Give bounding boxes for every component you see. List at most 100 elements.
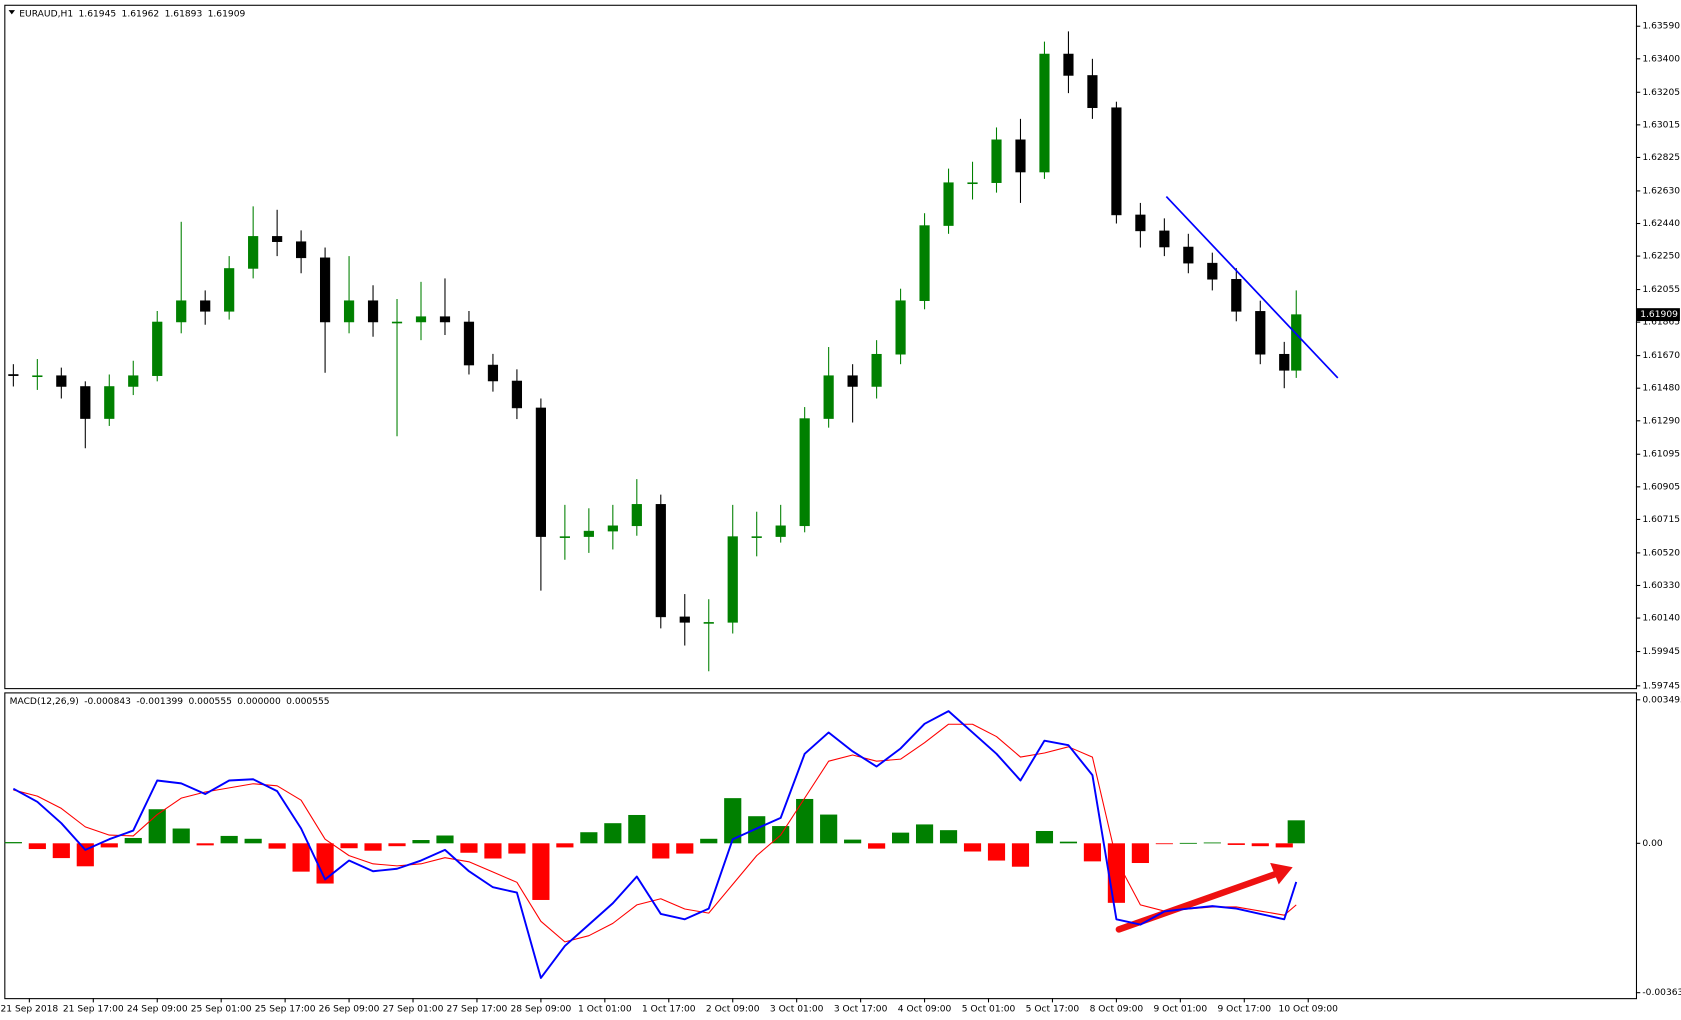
- histogram-bar: [4, 842, 22, 844]
- candle-body: [1207, 262, 1218, 280]
- histogram-bar: [1275, 843, 1293, 848]
- x-tick-label: 2 Oct 09:00: [706, 1004, 760, 1014]
- macd-header: MACD(12,26,9) -0.000843 -0.001399 0.000555 0…: [10, 696, 330, 706]
- header-value: 1.61909: [208, 9, 246, 19]
- histogram-bar: [436, 835, 454, 844]
- histogram-bar: [1251, 843, 1269, 847]
- candle-body: [799, 418, 810, 527]
- candle-body: [1279, 353, 1290, 371]
- x-tick-label: 3 Oct 01:00: [770, 1004, 824, 1014]
- histogram-bar: [580, 832, 598, 844]
- candle-body: [511, 380, 523, 409]
- x-tick-label: 27 Sep 17:00: [447, 1004, 508, 1014]
- histogram-bar: [100, 843, 118, 848]
- histogram-bar: [76, 843, 94, 867]
- x-tick-label: 9 Oct 17:00: [1217, 1004, 1271, 1014]
- header-value: 0.000555: [188, 696, 231, 706]
- histogram-bar: [460, 843, 478, 853]
- histogram-bar: [1131, 843, 1149, 864]
- header-value: 1.61962: [122, 9, 160, 19]
- x-tick-label: 3 Oct 17:00: [834, 1004, 888, 1014]
- y-tick-label: 1.62630: [1642, 186, 1680, 196]
- candle-body: [56, 375, 67, 387]
- candle-body: [607, 525, 618, 532]
- histogram-bar: [844, 839, 862, 844]
- y-tick-label: 1.59745: [1642, 681, 1680, 691]
- header-value: 0.000000: [237, 696, 281, 706]
- candle-body: [679, 616, 690, 623]
- candle-body: [296, 241, 307, 259]
- histogram-bar: [676, 843, 694, 854]
- histogram-bar: [963, 843, 982, 852]
- candle-body: [535, 407, 546, 537]
- candle-body: [1063, 53, 1074, 76]
- candle-body: [1039, 53, 1050, 173]
- x-tick-label: 8 Oct 09:00: [1090, 1004, 1144, 1014]
- y-tick-label: 1.63205: [1642, 88, 1680, 98]
- x-tick-label: 5 Oct 01:00: [962, 1004, 1016, 1014]
- candle-body: [200, 300, 211, 312]
- candle-body: [367, 300, 379, 323]
- candle-body: [823, 375, 834, 419]
- x-tick-label: 26 Sep 09:00: [319, 1004, 380, 1014]
- y-tick-label: 1.60330: [1642, 581, 1680, 591]
- x-tick-label: 25 Sep 01:00: [191, 1004, 252, 1014]
- y-tick-label: 1.62440: [1642, 219, 1680, 229]
- candle-body: [751, 536, 762, 538]
- histogram-bar: [292, 843, 310, 872]
- candle-body: [1135, 214, 1146, 232]
- indicator-name: MACD(12,26,9): [10, 696, 79, 706]
- histogram-bar: [172, 828, 190, 844]
- candle-body: [1087, 75, 1098, 108]
- candle-body: [128, 375, 139, 387]
- candle-body: [703, 622, 714, 624]
- x-tick-label: 21 Sep 17:00: [63, 1004, 124, 1014]
- histogram-bar: [652, 843, 670, 859]
- arrow-head: [1270, 862, 1293, 885]
- macd-panel: [4, 692, 1638, 1000]
- price-panel: [4, 4, 1638, 690]
- header-value: 0.000555: [286, 696, 329, 706]
- histogram-bar: [244, 838, 262, 844]
- candle-body: [1015, 139, 1026, 173]
- histogram-bar: [1059, 841, 1078, 844]
- candle-body: [439, 316, 451, 323]
- histogram-bar: [915, 824, 934, 844]
- histogram-bar: [508, 843, 526, 854]
- candle-body: [80, 386, 91, 419]
- candle-body: [631, 504, 642, 527]
- histogram-bar: [316, 843, 334, 884]
- y-tick-label: 1.59945: [1642, 647, 1680, 657]
- candle-body: [176, 300, 187, 323]
- histogram-bar: [939, 830, 958, 844]
- y-tick-label: 0.003495: [1642, 695, 1681, 705]
- y-tick-label: 1.61670: [1642, 351, 1680, 361]
- y-tick-label: 1.63400: [1642, 54, 1680, 64]
- histogram-bar: [1035, 830, 1054, 844]
- candle-body: [943, 182, 954, 226]
- histogram-bar: [124, 837, 142, 844]
- y-tick-label: 1.62055: [1642, 285, 1680, 295]
- candle-body: [655, 504, 666, 618]
- histogram-bar: [1083, 843, 1101, 862]
- symbol: EURAUD,H1: [19, 9, 73, 19]
- candle-body: [104, 386, 115, 419]
- candle-body: [1111, 107, 1122, 216]
- histogram-bar: [220, 835, 238, 844]
- x-tick-label: 24 Sep 09:00: [127, 1004, 188, 1014]
- histogram-bar: [556, 843, 574, 848]
- candle-body: [583, 530, 594, 537]
- candle-body: [559, 536, 570, 538]
- histogram-bar: [868, 843, 886, 849]
- candle-body: [967, 182, 978, 185]
- histogram-bar: [1179, 842, 1197, 844]
- histogram-bar: [532, 843, 550, 900]
- x-tick-label: 9 Oct 01:00: [1154, 1004, 1208, 1014]
- y-tick-label: 1.63015: [1642, 120, 1680, 130]
- histogram-bar: [1203, 842, 1221, 844]
- candle-body: [1255, 311, 1266, 355]
- candle-body: [1159, 230, 1170, 248]
